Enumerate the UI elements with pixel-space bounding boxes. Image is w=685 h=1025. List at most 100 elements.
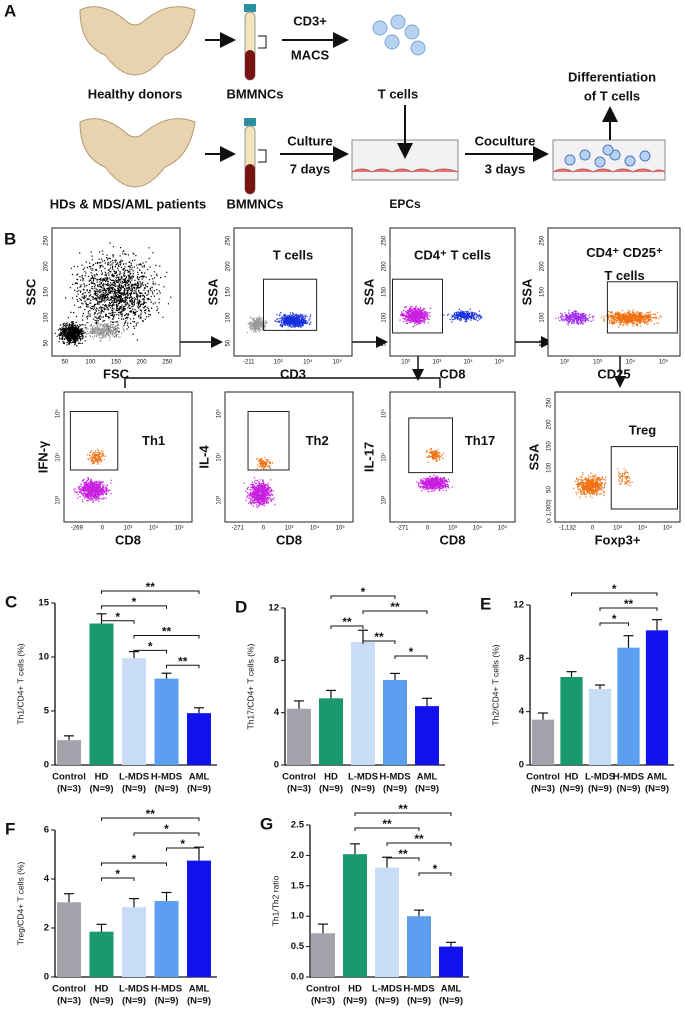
y-tick-label: 4	[44, 874, 50, 885]
axis-title: CD3	[280, 366, 306, 381]
y-tick-label: 50	[226, 339, 232, 346]
x-tick-label: AML	[647, 772, 668, 783]
x-tick-label: H-MDS	[379, 772, 410, 783]
arrows	[205, 32, 618, 162]
event-cloud	[243, 477, 276, 508]
y-tick-label: 50	[540, 339, 546, 346]
x-tick-label: 10⁴	[638, 525, 648, 532]
significance-bracket	[101, 605, 167, 609]
panel-label: B	[4, 229, 16, 248]
panel-a: A Healthy donors BMMNCs CD3+ MACS T cell…	[4, 1, 666, 211]
x-tick-note: (N=9)	[588, 784, 612, 795]
y-tick-label: 8	[519, 653, 524, 664]
step-label: MACS	[291, 47, 330, 62]
significance-label: **	[146, 807, 156, 821]
x-tick-label: -269	[71, 526, 84, 532]
x-tick-label: 150	[111, 360, 122, 366]
plot-frame	[547, 227, 681, 357]
axis-title: IFN-γ	[35, 440, 50, 473]
significance-bracket	[166, 847, 200, 851]
significance-bracket	[599, 607, 658, 611]
significance-label: **	[382, 817, 392, 831]
x-tick-label: Control	[52, 984, 86, 995]
x-tick-note: (N=9)	[122, 784, 146, 795]
event-cloud	[87, 448, 106, 465]
bar	[439, 946, 463, 977]
y-tick-label: 2	[44, 923, 49, 934]
y-tick-label: 15	[38, 598, 49, 609]
x-tick-note: (N=9)	[375, 996, 399, 1007]
bar	[89, 931, 114, 977]
bar	[415, 706, 439, 765]
y-tick-label: 4	[274, 707, 280, 718]
significance-bracket	[330, 625, 364, 629]
y-tick-label: 10⁴	[216, 452, 223, 462]
x-tick-note: (N=9)	[343, 996, 367, 1007]
bar	[407, 916, 431, 977]
y-tick-label: 6	[44, 825, 49, 836]
significance-label: *	[115, 610, 120, 624]
significance-bracket	[133, 832, 200, 836]
gate-label: CD4⁺ T cells	[414, 248, 491, 263]
x-tick-note: (N=9)	[559, 784, 583, 795]
gate-label: Th17	[465, 433, 495, 448]
significance-label: *	[612, 612, 617, 626]
axis-title: CD25	[597, 366, 630, 381]
x-tick-label: L-MDS	[119, 772, 149, 783]
significance-bracket	[101, 817, 200, 821]
panel-label: A	[4, 1, 16, 20]
x-tick-label: 200	[137, 360, 148, 366]
x-tick-note: (N=3)	[287, 784, 311, 795]
bar	[617, 647, 640, 765]
event-cloud	[416, 474, 453, 493]
x-tick-label: 100	[85, 360, 96, 366]
x-tick-label: HD	[95, 984, 109, 995]
step-label: CD3+	[293, 13, 327, 28]
x-tick-label: 0	[591, 526, 595, 532]
x-tick-label: AML	[189, 984, 210, 995]
x-tick-label: 10⁵	[663, 525, 673, 532]
x-tick-note: (N=9)	[187, 784, 211, 795]
significance-label: **	[398, 847, 408, 861]
bar	[531, 719, 555, 765]
y-tick-label: 0	[44, 972, 49, 983]
event-cloud	[54, 321, 87, 347]
y-tick-label: 0	[274, 760, 279, 771]
y-tick-label: 200	[547, 419, 553, 430]
panel-label: G	[260, 814, 273, 833]
x-tick-note: (N=9)	[89, 996, 113, 1007]
y-tick-label: 100	[382, 312, 388, 323]
axis-title: SSA	[361, 278, 376, 305]
x-tick-note: (N=9)	[89, 784, 113, 795]
axis-title: FSC	[103, 366, 130, 381]
y-axis-title: Th2/CD4+ T cells (%)	[490, 644, 500, 725]
bar	[122, 907, 146, 977]
gate-label: CD4⁺ CD25⁺	[586, 245, 663, 260]
step-label: EPCs	[389, 197, 421, 211]
y-tick-label: 1.5	[291, 880, 305, 891]
gate	[69, 411, 119, 471]
x-tick-label: 10⁵	[659, 359, 669, 366]
x-tick-label: 10³	[593, 360, 602, 366]
cells-icon	[372, 14, 426, 56]
x-tick-label: 0	[426, 526, 430, 532]
x-tick-note: (N=9)	[616, 784, 640, 795]
x-tick-label: 10⁵	[333, 359, 343, 366]
x-tick-label: -271	[396, 526, 409, 532]
y-tick-label: 250	[547, 397, 553, 408]
x-tick-label: 10⁴	[303, 359, 313, 366]
gate	[247, 411, 290, 471]
y-tick-label: 10⁴	[55, 452, 62, 462]
x-tick-label: L-MDS	[119, 984, 149, 995]
x-tick-label: H-MDS	[403, 984, 434, 995]
event-cloud	[601, 309, 662, 328]
bar	[588, 689, 612, 765]
bar	[287, 708, 311, 765]
significance-bracket	[101, 590, 200, 594]
y-tick-label: 250	[44, 235, 50, 246]
x-tick-label: AML	[189, 772, 210, 783]
gate	[263, 278, 318, 331]
axis-title: Foxp3+	[595, 532, 641, 547]
bar	[645, 630, 669, 765]
significance-bracket	[166, 664, 200, 669]
